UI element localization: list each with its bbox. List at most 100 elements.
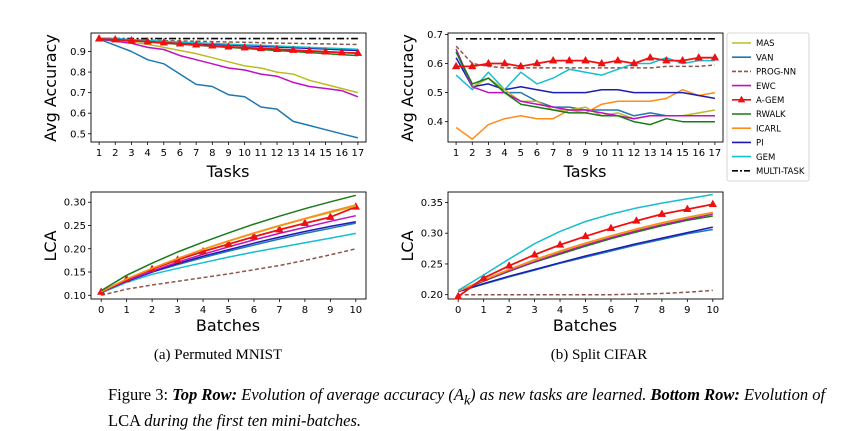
x-tick-label: 4 <box>144 148 150 159</box>
point-marker-a-gem <box>629 58 639 67</box>
point-marker-a-gem <box>613 55 623 64</box>
point-marker-a-gem <box>678 55 687 64</box>
x-tick-label: 1 <box>480 305 486 316</box>
point-marker-a-gem <box>606 223 616 232</box>
x-tick-label: 15 <box>676 148 689 159</box>
x-tick-label: 7 <box>193 148 199 159</box>
x-tick-label: 4 <box>557 305 563 316</box>
point-marker-a-gem <box>662 55 671 64</box>
point-marker-a-gem <box>451 61 461 70</box>
x-tick-label: 0 <box>455 305 461 316</box>
point-marker-a-gem <box>694 52 703 61</box>
x-tick-label: 10 <box>238 148 251 159</box>
point-marker-a-gem <box>532 58 542 67</box>
x-tick-label: 17 <box>709 148 722 159</box>
x-tick-label: 8 <box>566 148 572 159</box>
legend-marker-a-gem <box>737 95 746 103</box>
series-line-icarl <box>455 88 716 140</box>
subcaption-a: (a) Permuted MNIST <box>154 347 282 363</box>
point-marker-a-gem <box>597 58 606 67</box>
point-marker-a-gem <box>708 199 718 208</box>
series-line-gem <box>455 56 715 91</box>
series-line-icarl <box>100 204 356 293</box>
point-marker-a-gem <box>321 47 330 55</box>
x-tick-label: 10 <box>595 148 608 159</box>
series-line-van <box>98 38 359 139</box>
x-tick-label: 11 <box>611 148 624 159</box>
legend-box <box>726 32 810 182</box>
point-marker-a-gem <box>337 47 346 56</box>
series-line-ewc <box>457 213 713 293</box>
y-tick-label: 0.6 <box>70 109 86 120</box>
x-tick-label: 6 <box>608 305 614 316</box>
x-tick-label: 12 <box>271 148 284 159</box>
x-tick-label: 7 <box>633 305 639 316</box>
x-tick-label: 9 <box>225 148 231 159</box>
x-tick-label: 14 <box>303 148 316 159</box>
point-marker-a-gem <box>175 38 185 47</box>
point-marker-a-gem <box>657 209 667 217</box>
x-tick-label: 13 <box>287 148 300 159</box>
series-line-prog-nn <box>101 248 356 297</box>
series-line-rwalk <box>100 194 356 292</box>
point-marker-a-gem <box>555 240 565 248</box>
point-marker-a-gem <box>111 34 120 43</box>
x-tick-label: 10 <box>706 305 719 316</box>
x-tick-label: 2 <box>112 148 118 159</box>
x-tick-label: 7 <box>550 148 556 159</box>
legend-label-prog-nn: PROG-NN <box>756 68 796 78</box>
y-tick-label: 0.20 <box>64 244 86 255</box>
y-tick-label: 0.9 <box>70 47 86 58</box>
x-tick-label: 5 <box>582 305 588 316</box>
series-line-ewc <box>100 214 356 293</box>
x-tick-label: 5 <box>225 305 231 316</box>
point-marker-a-gem <box>484 58 493 67</box>
legend-label-multi-task: MULTI-TASK <box>756 167 805 177</box>
x-tick-label: 8 <box>659 305 665 316</box>
y-tick-label: 0.20 <box>421 290 443 301</box>
x-tick-label: 8 <box>302 305 308 316</box>
chart-mnist-accuracy: 0.50.60.70.80.91 2 3 4 5 6 7 8 9 10 11 12 13 14 15 16 17… <box>41 32 367 181</box>
point-marker-a-gem <box>530 250 539 258</box>
x-tick-label: 4 <box>200 305 206 316</box>
point-marker-a-gem <box>240 42 249 51</box>
x-tick-label: 3 <box>531 305 537 316</box>
x-tick-label: 2 <box>149 305 155 316</box>
x-tick-label: 5 <box>161 148 167 159</box>
x-tick-label: 2 <box>506 305 512 316</box>
series-line-rwalk <box>455 51 715 126</box>
x-tick-label: 10 <box>349 305 362 316</box>
legend: MAS VAN PROG-NN EWC A-GEM RWALK ICARL PI GEM MULT… <box>726 32 810 182</box>
point-marker-a-gem <box>645 52 655 61</box>
caption-top-text2: ) as new tasks are learned. <box>470 385 647 404</box>
point-marker-a-gem <box>127 35 136 44</box>
point-marker-a-gem <box>191 40 201 48</box>
caption-bottom-text2: during the first ten mini-batches. <box>144 411 361 431</box>
point-marker-a-gem <box>94 34 104 42</box>
point-marker-a-gem <box>224 42 233 50</box>
y-tick-label: 0.30 <box>64 198 86 209</box>
plot-frame <box>447 32 724 143</box>
point-marker-a-gem <box>453 291 463 300</box>
series-line-prog-nn <box>99 38 358 46</box>
x-tick-label: 13 <box>644 148 657 159</box>
legend-label-van: VAN <box>756 53 773 63</box>
point-marker-a-gem <box>305 46 314 54</box>
point-marker-a-gem <box>288 45 298 53</box>
caption-top-head: Top Row: <box>172 385 238 404</box>
x-tick-label: 9 <box>327 305 333 316</box>
x-axis-label: Batches <box>196 316 260 335</box>
x-tick-label: 3 <box>485 148 491 159</box>
x-tick-label: 4 <box>501 148 507 159</box>
point-marker-a-gem <box>479 273 488 281</box>
chart-cifar-accuracy: 0.40.50.60.71 2 3 4 5 6 7 8 9 10 11 12 13 14 15 16 17Tas… <box>398 30 724 181</box>
y-tick-label: 0.15 <box>64 268 86 279</box>
x-tick-label: 0 <box>98 305 104 316</box>
legend-label-pi: PI <box>756 139 764 149</box>
legend-label-mas: MAS <box>756 39 775 49</box>
y-tick-label: 0.4 <box>427 117 443 128</box>
series-line-icarl <box>457 211 713 292</box>
point-marker-a-gem <box>208 41 217 49</box>
chart-mnist-lca: 0.10 0.15 0.20 0.25 0.30 0 1 2 3 4 5 6 7 8 9 10 Batches L… <box>41 191 367 335</box>
